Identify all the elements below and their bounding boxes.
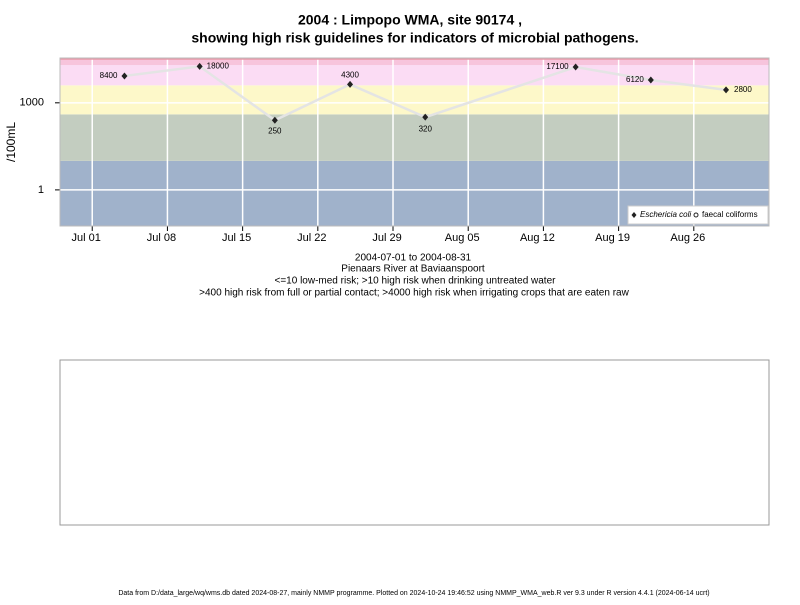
data-label: 8400 (100, 71, 118, 80)
x-tick-label: Jul 15 (222, 232, 251, 244)
chart-title: 2004 : Limpopo WMA, site 90174 , (298, 12, 522, 28)
data-point (196, 62, 203, 70)
data-label: 6120 (626, 75, 644, 84)
plot-area (60, 58, 769, 226)
x-tick-label: Jul 01 (72, 232, 101, 244)
legend-marker (631, 212, 637, 218)
caption: 2004-07-01 to 2004-08-31 (355, 253, 472, 264)
data-point (647, 76, 654, 84)
data-label: 250 (268, 126, 282, 135)
y-tick-label: 1000 (20, 97, 44, 109)
legend-marker (693, 212, 699, 218)
x-tick-label: Jul 29 (372, 232, 401, 244)
empty-panel (59, 359, 770, 526)
footer: Data from D:/data_large/wq/wms.db dated … (118, 590, 709, 597)
risk-band (60, 85, 769, 115)
data-label: 4300 (341, 71, 359, 80)
chart-subtitle: showing high risk guidelines for indicat… (191, 30, 638, 46)
legend-label: Eschericia coli (640, 210, 691, 219)
x-tick-label: Jul 22 (297, 232, 326, 244)
x-tick-label: Aug 26 (670, 232, 705, 244)
data-point (723, 86, 730, 94)
x-tick-label: Jul 08 (147, 232, 176, 244)
data-point (271, 116, 278, 124)
caption: >400 high risk from full or partial cont… (199, 288, 629, 299)
risk-band (60, 58, 769, 66)
caption: <=10 low-med risk; >10 high risk when dr… (275, 276, 557, 287)
data-point (347, 80, 354, 88)
plot-frame (59, 57, 770, 227)
x-tick-label: Aug 12 (520, 232, 555, 244)
y-tick-label: 1 (38, 184, 44, 196)
x-tick-label: Aug 05 (445, 232, 480, 244)
caption: Pienaars River at Baviaanspoort (341, 264, 485, 275)
risk-band (60, 114, 769, 161)
data-label: 320 (419, 124, 433, 133)
series-line (124, 65, 727, 122)
data-point (572, 63, 579, 71)
data-label: 2800 (734, 85, 752, 94)
data-label: 18000 (207, 61, 230, 70)
x-tick-label: Aug 19 (595, 232, 630, 244)
y-axis-label: /100mL (4, 122, 18, 162)
data-point (422, 113, 429, 121)
data-label: 17100 (546, 62, 569, 71)
data-point (121, 72, 128, 80)
legend-label: faecal coliforms (702, 210, 758, 219)
